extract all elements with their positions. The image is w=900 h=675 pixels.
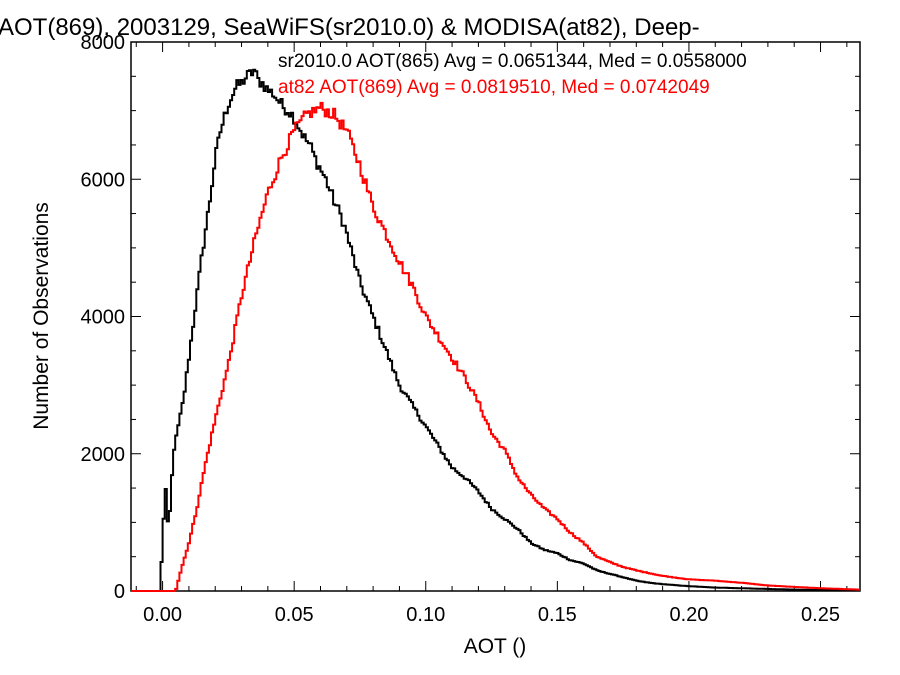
- x-tick-label: 0.15: [538, 604, 577, 626]
- axis-ticks: 0.00 0.05 0.10 0.15 0.20 0.25 0 2000 4000 6000 800…: [81, 32, 860, 626]
- y-tick-label: 4000: [81, 307, 126, 329]
- stats-annotation-black: sr2010.0 AOT(865) Avg = 0.0651344, Med =…: [278, 51, 747, 72]
- x-tick-label: 0.00: [143, 604, 182, 626]
- chart-title: AOT(869), 2003129, SeaWiFS(sr2010.0) & M…: [0, 14, 700, 41]
- series-line-red: [131, 101, 860, 592]
- y-axis-title: Number of Observations: [30, 202, 53, 430]
- stats-annotation-red: at82 AOT(869) Avg = 0.0819510, Med = 0.0…: [278, 77, 710, 98]
- y-tick-label: 0: [114, 581, 125, 603]
- x-tick-label: 0.20: [669, 604, 708, 626]
- series-layer: [131, 68, 860, 592]
- series-line-black: [131, 68, 860, 592]
- plot-frame: [130, 41, 861, 592]
- x-tick-label: 0.25: [801, 604, 840, 626]
- x-tick-label: 0.05: [275, 604, 314, 626]
- y-tick-label: 2000: [81, 444, 126, 466]
- y-tick-label: 6000: [81, 169, 126, 191]
- x-tick-label: 0.10: [406, 604, 445, 626]
- x-axis-title: AOT (): [464, 635, 527, 658]
- y-tick-label: 8000: [81, 32, 126, 54]
